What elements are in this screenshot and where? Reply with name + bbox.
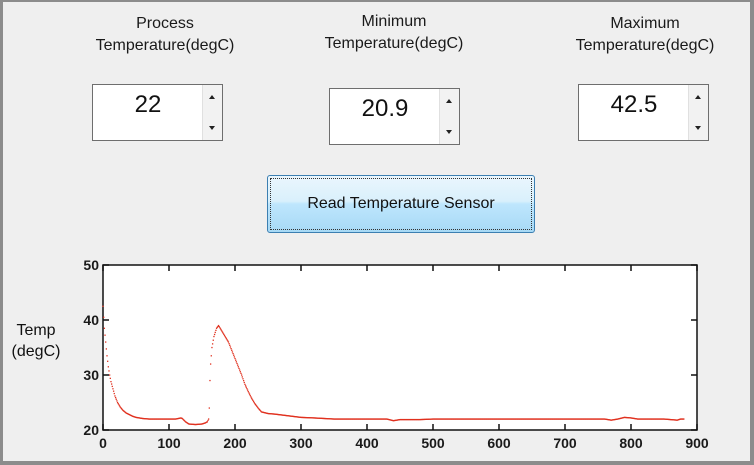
y-axis-label: Temp (degC): [6, 320, 66, 362]
process-temperature-value[interactable]: 22: [134, 91, 162, 118]
x-tick-label: 900: [685, 435, 709, 451]
maximum-label-line1: Maximum: [610, 15, 680, 32]
minimum-label-line1: Minimum: [361, 13, 427, 30]
process-label-line1: Process: [136, 15, 194, 32]
x-tick-label: 600: [487, 435, 511, 451]
y-tick-label: 50: [83, 257, 99, 273]
x-tick-label: 500: [421, 435, 445, 451]
y-tick-label: 40: [83, 312, 99, 328]
read-temperature-sensor-button[interactable]: Read Temperature Sensor: [267, 175, 535, 233]
arrow-down-icon[interactable]: [209, 126, 215, 130]
process-temperature-label: Process Temperature(degC): [95, 13, 235, 57]
maximum-temperature-label: Maximum Temperature(degC): [575, 13, 715, 57]
axis-tick-labels: 0 100 200 300 400 500 600 700 800 900 20 30 40 50: [83, 257, 708, 451]
x-tick-label: 400: [355, 435, 379, 451]
x-tick-label: 800: [619, 435, 643, 451]
maximum-temperature-value[interactable]: 42.5: [610, 91, 658, 118]
x-tick-label: 200: [223, 435, 247, 451]
x-tick-label: 0: [99, 435, 107, 451]
x-tick-label: 700: [553, 435, 577, 451]
minimum-temperature-label: Minimum Temperature(degC): [324, 11, 464, 55]
y-axis-label-line2: (degC): [11, 343, 61, 360]
maximum-temperature-spinner[interactable]: 42.5: [578, 84, 709, 141]
spinner-arrows: [439, 89, 459, 144]
arrow-up-icon[interactable]: [446, 99, 452, 103]
maximum-label-line2: Temperature(degC): [575, 37, 715, 54]
plot-area: [102, 264, 698, 431]
process-label-line2: Temperature(degC): [95, 37, 235, 54]
axis-ticks: [102, 264, 698, 431]
minimum-temperature-spinner[interactable]: 20.9: [329, 88, 460, 145]
arrow-up-icon[interactable]: [695, 95, 701, 99]
x-tick-label: 300: [289, 435, 313, 451]
arrow-down-icon[interactable]: [695, 126, 701, 130]
x-tick-label: 100: [157, 435, 181, 451]
temperature-series: [102, 305, 685, 426]
y-tick-label: 30: [83, 367, 99, 383]
minimum-label-line2: Temperature(degC): [324, 35, 464, 52]
y-axis-label-line1: Temp: [16, 322, 56, 339]
arrow-down-icon[interactable]: [446, 130, 452, 134]
spinner-arrows: [202, 85, 222, 140]
y-tick-label: 20: [83, 422, 99, 438]
process-temperature-spinner[interactable]: 22: [92, 84, 223, 141]
spinner-arrows: [688, 85, 708, 140]
arrow-up-icon[interactable]: [209, 95, 215, 99]
minimum-temperature-value[interactable]: 20.9: [361, 95, 409, 122]
